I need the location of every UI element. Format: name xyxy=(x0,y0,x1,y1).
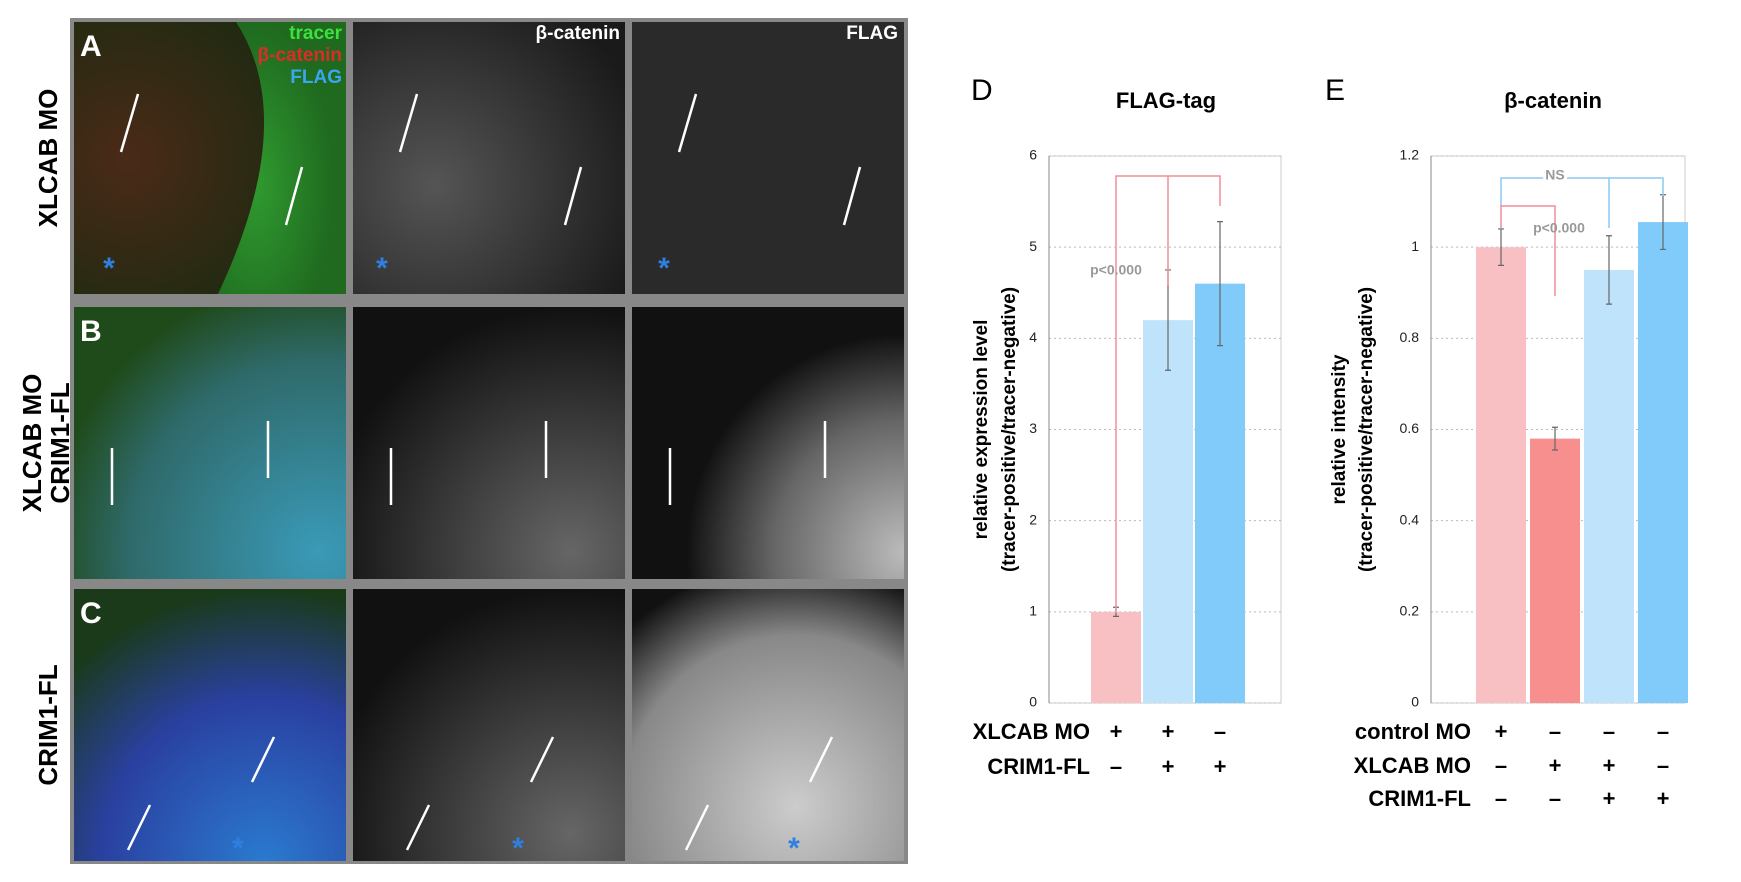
condition-label: CRIM1-FL xyxy=(987,754,1090,779)
panel-label: D xyxy=(971,74,993,107)
condition-sign: + xyxy=(1495,719,1508,744)
y-axis-label: (tracer-positive/tracer-negative) xyxy=(1356,287,1377,572)
row-label: CRIM1-FL xyxy=(33,664,63,785)
y-tick-label: 0.4 xyxy=(1400,511,1420,527)
image xyxy=(632,22,904,294)
asterisk: * xyxy=(658,252,670,285)
y-tick-label: 0 xyxy=(1029,694,1037,710)
error-bar xyxy=(1552,426,1558,451)
y-axis-label: (tracer-positive/tracer-negative) xyxy=(999,287,1020,572)
legend-tracer: tracer xyxy=(289,23,342,44)
condition-sign: – xyxy=(1657,753,1669,778)
bar xyxy=(1091,611,1141,703)
condition-sign: + xyxy=(1214,754,1227,779)
condition-label: control MO xyxy=(1355,719,1471,744)
panel-label: C xyxy=(80,597,102,630)
y-tick-label: 1.2 xyxy=(1400,147,1420,163)
image xyxy=(353,589,625,861)
image xyxy=(353,22,625,294)
panel-label: A xyxy=(80,30,102,63)
column-header: FLAG xyxy=(846,23,898,44)
y-tick-label: 5 xyxy=(1029,238,1037,254)
condition-label: XLCAB MO xyxy=(1354,753,1471,778)
image-region xyxy=(218,22,346,294)
condition-sign: + xyxy=(1657,786,1670,811)
y-tick-label: 0.8 xyxy=(1400,329,1420,345)
error-bar xyxy=(1606,235,1612,305)
bar xyxy=(1195,283,1245,703)
asterisk: * xyxy=(376,252,388,285)
legend-flag: FLAG xyxy=(290,67,342,88)
condition-sign: + xyxy=(1110,719,1123,744)
condition-sign: + xyxy=(1549,753,1562,778)
condition-sign: + xyxy=(1603,753,1616,778)
annotation: p<0.000 xyxy=(1090,262,1142,278)
bar xyxy=(1143,320,1193,703)
bar xyxy=(1530,438,1580,703)
error-bar xyxy=(1217,221,1223,347)
row-label: CRIM1-FL xyxy=(45,382,75,503)
row-label: XLCAB MO xyxy=(33,89,63,228)
bar xyxy=(1476,247,1526,703)
chart-title: FLAG-tag xyxy=(1116,88,1216,113)
panel-label: E xyxy=(1325,74,1345,107)
condition-label: CRIM1-FL xyxy=(1368,786,1471,811)
image xyxy=(74,307,346,579)
chart-title: β-catenin xyxy=(1504,88,1602,113)
error-bar xyxy=(1498,228,1504,266)
y-tick-label: 0.6 xyxy=(1400,420,1420,436)
condition-sign: + xyxy=(1603,786,1616,811)
condition-sign: + xyxy=(1162,754,1175,779)
row-label: XLCAB MO xyxy=(17,374,47,513)
bar xyxy=(1638,222,1688,704)
image xyxy=(632,589,904,861)
annotation: NS xyxy=(1545,167,1564,183)
condition-sign: – xyxy=(1603,719,1615,744)
y-tick-label: 6 xyxy=(1029,147,1037,163)
image xyxy=(74,589,346,861)
image xyxy=(353,307,625,579)
condition-sign: – xyxy=(1110,754,1122,779)
asterisk: * xyxy=(512,832,524,865)
image xyxy=(632,307,904,579)
y-tick-label: 2 xyxy=(1029,511,1037,527)
legend-beta-catenin: β-catenin xyxy=(258,45,342,66)
bracket xyxy=(1115,175,1221,613)
asterisk: * xyxy=(788,832,800,865)
condition-label: XLCAB MO xyxy=(973,719,1090,744)
condition-sign: – xyxy=(1495,786,1507,811)
measure-lines xyxy=(110,93,862,851)
y-axis-label: relative intensity xyxy=(1329,354,1350,504)
y-tick-label: 4 xyxy=(1029,329,1037,345)
y-tick-label: 0 xyxy=(1411,694,1419,710)
y-axis-label: relative expression level xyxy=(971,320,992,540)
y-tick-label: 3 xyxy=(1029,420,1037,436)
column-header: β-catenin xyxy=(536,23,620,44)
condition-sign: – xyxy=(1495,753,1507,778)
y-tick-label: 1 xyxy=(1411,238,1419,254)
micrographs: A B C tracer β-catenin FLAG β-catenin FL… xyxy=(17,18,908,865)
y-tick-label: 1 xyxy=(1029,603,1037,619)
condition-sign: – xyxy=(1549,786,1561,811)
condition-sign: + xyxy=(1162,719,1175,744)
condition-sign: – xyxy=(1214,719,1226,744)
asterisk: * xyxy=(103,252,115,285)
asterisk: * xyxy=(232,832,244,865)
bracket xyxy=(1500,205,1556,296)
bar xyxy=(1584,269,1634,703)
y-tick-label: 0.2 xyxy=(1400,603,1420,619)
condition-sign: – xyxy=(1549,719,1561,744)
bracket xyxy=(1500,177,1664,228)
annotation: p<0.000 xyxy=(1533,220,1585,236)
condition-sign: – xyxy=(1657,719,1669,744)
panel-label: B xyxy=(80,315,102,348)
